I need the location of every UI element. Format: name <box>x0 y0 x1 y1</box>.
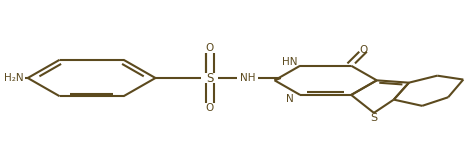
Text: O: O <box>358 45 367 55</box>
Text: O: O <box>205 43 214 53</box>
Text: O: O <box>205 103 214 113</box>
Text: N: N <box>285 94 293 104</box>
Text: H₂N: H₂N <box>4 73 24 83</box>
Text: S: S <box>369 112 377 123</box>
Text: HN: HN <box>281 57 297 67</box>
Text: NH: NH <box>239 73 255 83</box>
Text: S: S <box>206 71 213 85</box>
